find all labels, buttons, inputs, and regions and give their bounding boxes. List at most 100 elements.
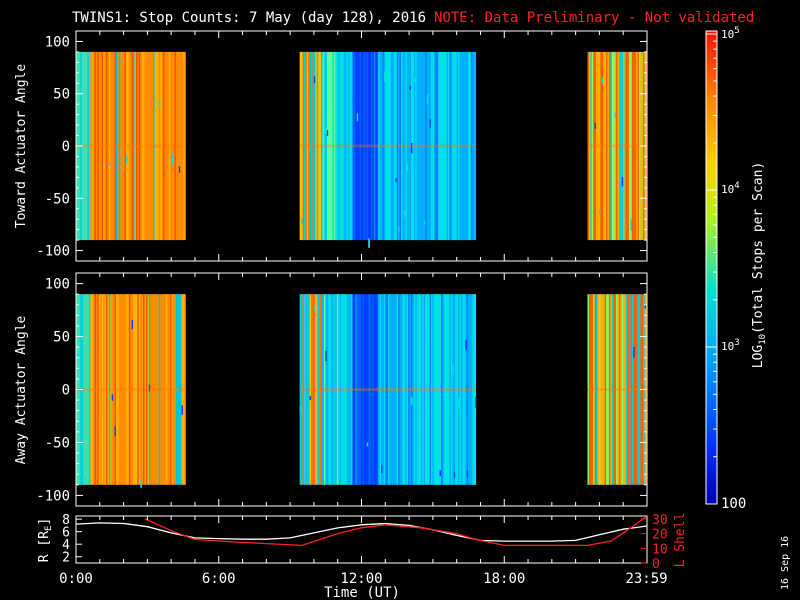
heatmap-column <box>164 51 167 241</box>
time-xtick-label: 12:00 <box>340 571 382 587</box>
heatmap-column <box>165 51 168 241</box>
heatmap-column <box>446 294 449 485</box>
heatmap-speckle <box>398 225 400 233</box>
heatmap-column <box>87 294 90 485</box>
heatmap-column <box>121 51 124 241</box>
heatmap-column <box>391 51 393 241</box>
heatmap-column <box>319 51 322 241</box>
r-ytick-label: 6 <box>62 526 70 541</box>
heatmap-column <box>104 294 107 485</box>
lshell-series-line <box>144 516 647 547</box>
heatmap-column <box>123 294 125 485</box>
chart-title: TWINS1: Stop Counts: 7 May (day 128), 20… <box>72 10 426 26</box>
heatmap-column <box>130 294 133 485</box>
heatmap-column <box>97 294 100 485</box>
heatmap-column <box>618 294 621 485</box>
time-xtick-label: 23:59 <box>625 571 667 587</box>
heatmap-column <box>349 294 352 485</box>
heatmap-column <box>322 51 325 241</box>
heatmap-column <box>305 294 308 485</box>
heatmap-column <box>110 294 113 485</box>
heatmap-column <box>338 51 341 241</box>
heatmap-column <box>389 51 392 241</box>
heatmap-column <box>303 294 306 485</box>
heatmap-column <box>94 51 97 241</box>
heatmap-column <box>358 51 360 241</box>
heatmap-speckle <box>453 471 456 478</box>
heatmap-column <box>400 51 403 241</box>
heatmap-column <box>388 51 390 241</box>
heatmap-column <box>594 51 597 241</box>
heatmap-column <box>366 51 369 241</box>
heatmap-column <box>439 294 442 485</box>
heatmap-column <box>391 294 393 485</box>
heatmap-column <box>470 294 473 485</box>
heatmap-column <box>312 51 315 241</box>
heatmap-column <box>353 51 356 241</box>
heatmap-column <box>412 51 415 241</box>
colorbar-tick-low-base: 10 <box>721 340 734 353</box>
colorbar-label-rest: (Total Stops per Scan) <box>751 162 766 334</box>
heatmap-column <box>596 294 598 485</box>
heatmap-column <box>84 294 87 485</box>
heatmap-column <box>362 294 365 485</box>
heatmap-column <box>113 294 115 485</box>
heatmap-column <box>114 51 117 241</box>
heatmap-column <box>618 51 621 241</box>
heatmap-column <box>442 294 445 485</box>
heatmap-column <box>369 51 372 241</box>
heatmap-speckle <box>148 384 151 392</box>
heatmap-column <box>331 294 333 485</box>
colorbar-tick-bottom: 100 <box>721 496 746 512</box>
r-ytick-label: 4 <box>62 538 70 553</box>
heatmap-column <box>359 294 362 485</box>
heatmap-column <box>604 294 607 485</box>
away-ytick-label: -50 <box>45 435 70 451</box>
heatmap-column <box>318 51 321 241</box>
heatmap-column <box>335 294 338 485</box>
toward-heatmap <box>76 51 647 248</box>
r-ytick-label: 8 <box>62 513 70 528</box>
heatmap-column <box>335 51 338 241</box>
heatmap-column <box>594 294 597 485</box>
heatmap-speckle <box>426 94 429 105</box>
heatmap-column <box>587 294 590 485</box>
heatmap-column <box>128 51 131 241</box>
heatmap-column <box>123 51 125 241</box>
heatmap-column <box>438 51 440 241</box>
heatmap-column <box>468 51 470 241</box>
heatmap-column <box>398 51 400 241</box>
heatmap-column <box>449 294 452 485</box>
heatmap-column <box>118 51 121 241</box>
heatmap-column <box>333 51 336 241</box>
heatmap-column <box>318 294 321 485</box>
heatmap-column <box>627 294 630 485</box>
heatmap-speckle <box>368 238 370 248</box>
heatmap-speckle <box>108 162 111 167</box>
heatmap-column <box>332 294 335 485</box>
heatmap-speckle <box>409 86 412 90</box>
colorbar-tick-top-exp: 5 <box>734 26 739 36</box>
heatmap-speckle <box>381 464 383 473</box>
heatmap-column <box>473 51 476 241</box>
r-ylabel-main: R [R <box>37 531 52 562</box>
heatmap-column <box>107 294 110 485</box>
heatmap-column <box>165 294 168 485</box>
r-ylabel: R [RE] <box>37 518 54 563</box>
colorbar: 105 104 103 100 LOG10(Total Stops per Sc… <box>705 26 768 512</box>
heatmap-column <box>147 51 150 241</box>
heatmap-column <box>173 294 175 485</box>
heatmap-column <box>93 294 95 485</box>
heatmap-speckle <box>423 221 426 225</box>
heatmap-column <box>148 51 151 241</box>
heatmap-column <box>448 294 450 485</box>
heatmap-column <box>153 294 155 485</box>
heatmap-column <box>311 51 313 241</box>
colorbar-tick-mid-base: 10 <box>721 183 734 196</box>
heatmap-column <box>131 294 134 485</box>
heatmap-column <box>376 294 379 485</box>
heatmap-column <box>378 51 380 241</box>
toward-ytick-label: -100 <box>36 244 70 260</box>
heatmap-column <box>458 51 460 241</box>
